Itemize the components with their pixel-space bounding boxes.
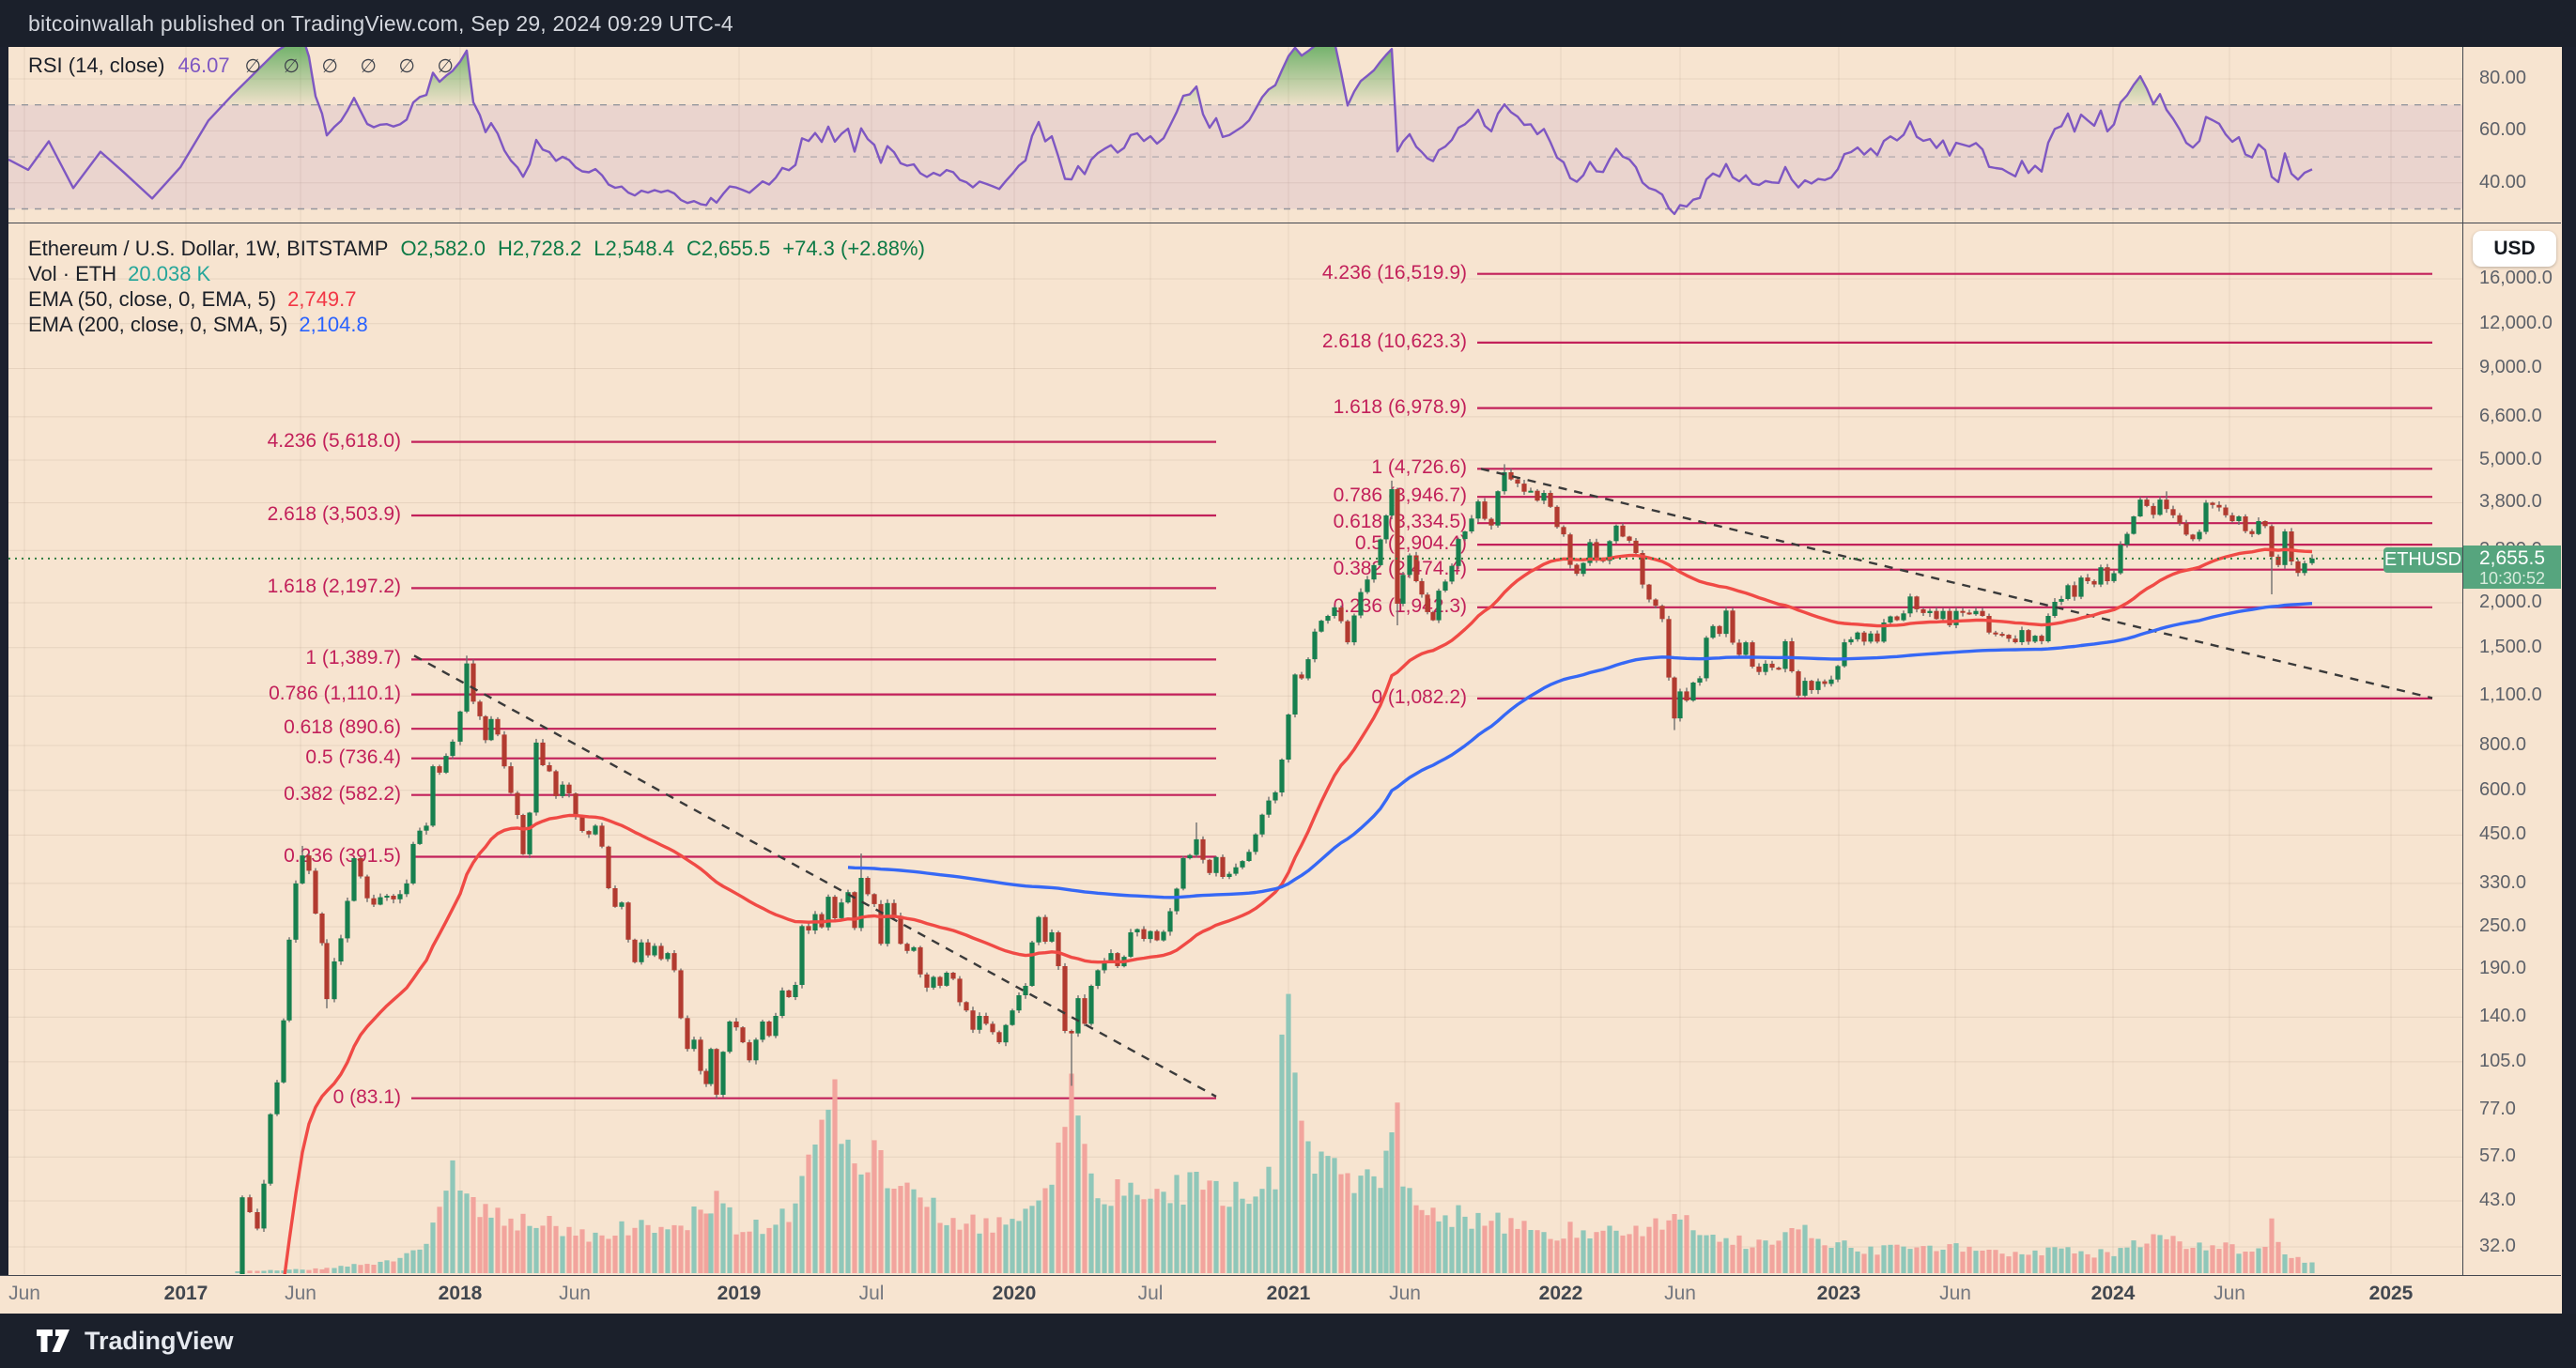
fib-level-label: 0.382 (582.2) (284, 782, 401, 805)
ema200-label[interactable]: EMA (200, close, 0, SMA, 5) (28, 313, 288, 336)
tradingview-logo-icon[interactable] (36, 1329, 79, 1353)
fib-level-label: 2.618 (3,503.9) (267, 502, 401, 525)
fib-level-label: 1 (4,726.6) (1371, 456, 1467, 479)
volume-value: 20.038 K (128, 262, 211, 285)
fib-level-label: 0 (1,082.2) (1371, 685, 1467, 708)
rsi-legend-label: RSI (14, close) (28, 54, 165, 77)
fib-level-label: 1 (1,389.7) (305, 647, 401, 669)
ema50-label[interactable]: EMA (50, close, 0, EMA, 5) (28, 287, 277, 311)
tradingview-brand[interactable]: TradingView (85, 1327, 234, 1355)
symbol-price-tag: ETHUSD (2383, 547, 2462, 573)
ohlc-close: C2,655.5 (686, 237, 771, 260)
ema200-value: 2,104.8 (299, 313, 368, 336)
currency-toggle-button[interactable]: USD (2473, 231, 2556, 267)
fib-level-label: 2.618 (10,623.3) (1321, 330, 1467, 352)
last-price-value: 2,655.5 (2478, 547, 2546, 569)
rsi-line[interactable] (8, 36, 2313, 216)
symbol-title[interactable]: Ethereum / U.S. Dollar, 1W, BITSTAMP (28, 237, 389, 260)
ema200-legend-row: EMA (200, close, 0, SMA, 5) 2,104.8 (28, 312, 925, 337)
grid-layer (8, 47, 2462, 1274)
fib-level-label: 0.618 (3,334.5) (1333, 511, 1467, 533)
fib-level-label: 0.5 (2,904.4) (1354, 532, 1467, 555)
ohlc-low: L2,548.4 (594, 237, 674, 260)
rsi-pane[interactable] (8, 47, 2462, 223)
fib-level-label: 0 (83.1) (332, 1085, 401, 1108)
ohlc-high: H2,728.2 (498, 237, 582, 260)
last-price-badge: 2,655.5 10:30:52 (2463, 546, 2561, 589)
ema50-line[interactable] (283, 547, 2313, 1283)
fib-level-label: 0.5 (736.4) (305, 745, 401, 768)
footer-bar: TradingView (0, 1314, 2576, 1368)
publish-bar: bitcoinwallah published on TradingView.c… (0, 0, 2576, 47)
volume-bars (235, 993, 2315, 1273)
ema200-line[interactable] (847, 602, 2313, 899)
ema50-value: 2,749.7 (287, 287, 357, 311)
bar-countdown: 10:30:52 (2478, 569, 2546, 588)
volume-label[interactable]: Vol · ETH (28, 262, 117, 285)
ohlc-open: O2,582.0 (400, 237, 486, 260)
fib-level-label: 4.236 (5,618.0) (267, 429, 401, 452)
rsi-legend: RSI (14, close) 46.07 ∅ ∅ ∅ ∅ ∅ ∅ (28, 54, 462, 78)
fib-level-label: 0.786 (1,110.1) (269, 682, 401, 704)
publish-title: bitcoinwallah published on TradingView.c… (28, 11, 733, 36)
ema50-legend-row: EMA (50, close, 0, EMA, 5) 2,749.7 (28, 286, 925, 312)
fib-level-label: 0.786 (3,946.7) (1333, 484, 1467, 507)
price-pane[interactable] (8, 223, 2462, 1275)
symbol-legend-row: Ethereum / U.S. Dollar, 1W, BITSTAMP O2,5… (28, 236, 925, 261)
fib-level-label: 0.382 (2,474.4) (1333, 557, 1467, 579)
rsi-value: 46.07 (177, 54, 230, 77)
fib-level-label: 1.618 (2,197.2) (267, 576, 401, 598)
rsi-hidden-values: ∅ ∅ ∅ ∅ ∅ ∅ (244, 56, 462, 77)
fib-level-label: 1.618 (6,978.9) (1333, 395, 1467, 418)
volume-legend-row: Vol · ETH 20.038 K (28, 261, 925, 286)
ohlc-change: +74.3 (+2.88%) (782, 237, 925, 260)
fib-lines[interactable] (411, 272, 2432, 1099)
descending-trendlines[interactable] (413, 468, 2433, 1098)
fib-level-label: 4.236 (16,519.9) (1321, 261, 1467, 284)
fib-level-label: 0.236 (391.5) (284, 844, 401, 867)
symbol-legend: Ethereum / U.S. Dollar, 1W, BITSTAMP O2,5… (28, 236, 925, 337)
candles-layer (239, 464, 2315, 1274)
fib-level-label: 0.618 (890.6) (284, 716, 401, 739)
